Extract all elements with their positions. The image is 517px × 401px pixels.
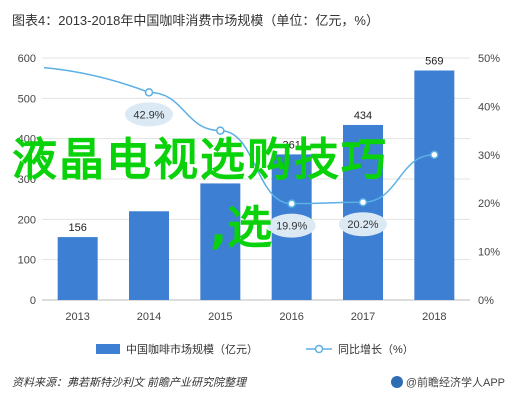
source-note: 资料来源：弗若斯特沙利文 前瞻产业研究院整理 (12, 377, 247, 389)
y-left-tick-label: 200 (18, 214, 36, 226)
y-right-tick-label: 20% (478, 198, 500, 210)
y-left-tick-label: 400 (18, 134, 36, 146)
line-data-label: 42.9% (133, 109, 164, 121)
bar-data-label: 569 (425, 56, 443, 68)
y-left-tick-label: 0 (30, 295, 36, 307)
legend-line-marker (314, 344, 324, 354)
y-left-tick-label: 600 (18, 53, 36, 65)
y-right-tick-label: 30% (478, 150, 500, 162)
line-data-label: 20.2% (347, 219, 378, 231)
line-point (144, 88, 154, 97)
legend-bar-swatch (96, 344, 120, 354)
line-point (430, 150, 439, 160)
y-right-tick-label: 0% (478, 295, 494, 307)
x-tick-label: 2015 (208, 311, 232, 323)
brand: @前瞻经济学人APP (390, 374, 505, 390)
bar (414, 70, 455, 301)
brand-logo-icon (390, 376, 403, 388)
x-tick-label: 2014 (137, 311, 161, 323)
bar (200, 183, 241, 300)
y-left-tick-label: 300 (18, 174, 36, 186)
line-point (358, 197, 368, 207)
growth-line (43, 66, 435, 205)
line-point (287, 199, 296, 208)
x-tick-label: 2016 (279, 311, 303, 323)
legend-line-label: 同比增长（%） (338, 342, 414, 356)
x-tick-label: 2013 (65, 311, 89, 323)
bar (57, 237, 98, 300)
line-label-bubble (339, 212, 387, 237)
y-right-tick-label: 50% (478, 53, 500, 65)
line-label-bubble (267, 213, 316, 238)
line-point (216, 126, 225, 135)
bar-data-label: 361 (282, 139, 300, 151)
line-label-bubble (125, 102, 173, 127)
overlay-text: 液晶电视选购技巧 (12, 133, 389, 186)
y-left-tick-label: 100 (18, 255, 36, 267)
line-data-label: 19.9% (276, 221, 307, 233)
brand-label: @前瞻经济学人APP (405, 377, 505, 389)
chart-title: 图表4：2013-2018年中国咖啡消费市场规模（单位：亿元，%） (12, 13, 379, 28)
legend-bar-label: 中国咖啡市场规模（亿元） (126, 342, 258, 356)
bar-data-label: 156 (68, 222, 86, 234)
bar (129, 211, 169, 300)
y-right-tick-label: 10% (478, 247, 500, 259)
y-right-tick-label: 40% (478, 101, 500, 113)
y-left-tick-label: 500 (18, 93, 36, 105)
overlay-text-line2: ,选 (210, 201, 273, 254)
x-tick-label: 2018 (422, 311, 446, 323)
x-tick-label: 2017 (351, 311, 375, 323)
bar-data-label: 434 (354, 110, 372, 122)
